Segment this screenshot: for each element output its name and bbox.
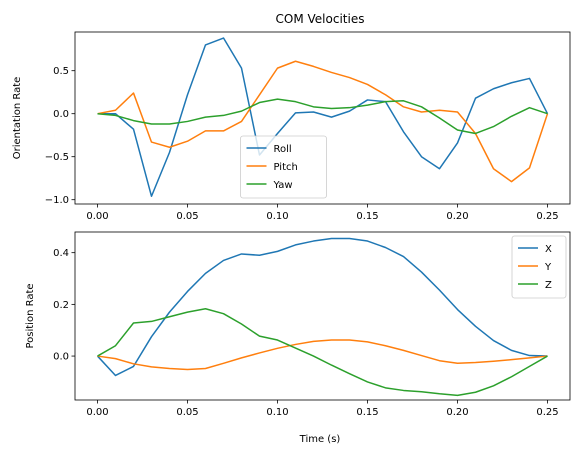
x-tick-label: 0.25 [536, 407, 558, 418]
legend-label: Yaw [273, 180, 293, 191]
y-axis-label: Position Rate [25, 283, 36, 348]
series-line-z [97, 308, 548, 397]
x-tick-label: 0.10 [266, 211, 288, 222]
legend: XYZ [511, 235, 567, 299]
legend-label: Roll [274, 144, 292, 155]
y-tick-label: 0.0 [53, 352, 69, 363]
chart-title: COM Velocities [276, 12, 365, 26]
plot-frame [74, 231, 571, 401]
x-tick-label: 0.15 [356, 407, 378, 418]
position-rate-chart: Position Rate Time (s) 0.00 0.05 0.10 0.15 0… [25, 231, 571, 445]
y-tick-label: 0.4 [53, 248, 69, 259]
y-tick-label: 0.5 [53, 66, 69, 77]
x-tick-label: 0.25 [536, 211, 558, 222]
legend-label: Y [544, 262, 552, 273]
x-tick-label: 0.15 [356, 211, 378, 222]
x-axis-label: Time (s) [299, 434, 341, 445]
series-line-pitch [97, 60, 549, 183]
legend-label: Pitch [274, 162, 298, 173]
series-line-yaw [97, 98, 548, 135]
x-tick-label: 0.20 [446, 211, 468, 222]
x-tick-label: 0.00 [86, 211, 108, 222]
series-line-y [97, 339, 548, 371]
y-tick-label: 0.2 [53, 300, 69, 311]
series-line-roll [97, 37, 549, 198]
legend-box [511, 235, 567, 299]
legend-label: Z [545, 280, 552, 291]
legend-box [240, 135, 327, 199]
y-tick-label: 0.0 [53, 109, 69, 120]
plot-frame [74, 31, 571, 205]
y-axis-label: Orientation Rate [12, 77, 23, 160]
y-tick-label: −1.0 [45, 195, 69, 206]
x-tick-label: 0.05 [176, 407, 198, 418]
orientation-rate-chart: COM Velocities Orientation Rate 0.00 0.05… [12, 12, 571, 222]
x-tick-label: 0.10 [266, 407, 288, 418]
series-line-x [96, 237, 548, 377]
x-tick-label: 0.05 [176, 211, 198, 222]
y-tick-label: −0.5 [45, 152, 69, 163]
legend: Roll Pitch Yaw [240, 135, 327, 199]
x-tick-label: 0.00 [86, 407, 108, 418]
legend-label: X [545, 244, 552, 255]
x-tick-label: 0.20 [446, 407, 468, 418]
